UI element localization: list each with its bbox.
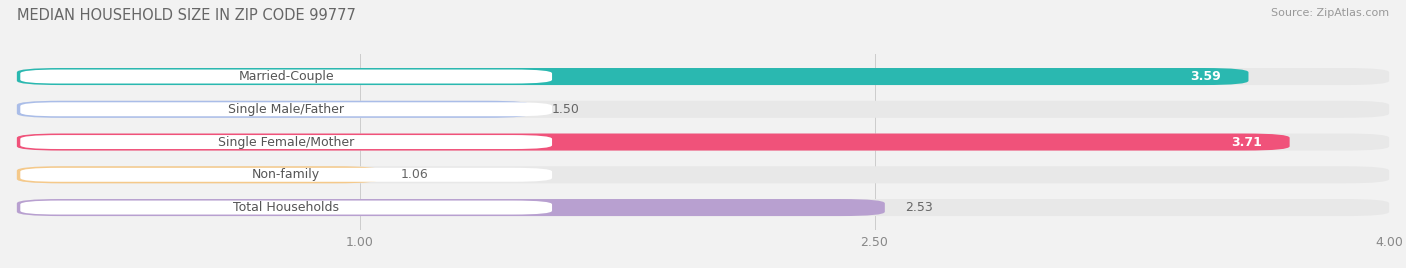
FancyBboxPatch shape xyxy=(20,135,553,149)
Text: MEDIAN HOUSEHOLD SIZE IN ZIP CODE 99777: MEDIAN HOUSEHOLD SIZE IN ZIP CODE 99777 xyxy=(17,8,356,23)
FancyBboxPatch shape xyxy=(17,101,531,118)
FancyBboxPatch shape xyxy=(20,102,553,116)
FancyBboxPatch shape xyxy=(17,166,381,183)
Text: 3.71: 3.71 xyxy=(1232,136,1263,148)
FancyBboxPatch shape xyxy=(17,166,1389,183)
FancyBboxPatch shape xyxy=(20,200,553,215)
FancyBboxPatch shape xyxy=(17,68,1249,85)
FancyBboxPatch shape xyxy=(20,168,553,182)
Text: Source: ZipAtlas.com: Source: ZipAtlas.com xyxy=(1271,8,1389,18)
Text: 1.50: 1.50 xyxy=(553,103,579,116)
Text: 1.06: 1.06 xyxy=(401,168,429,181)
Text: 2.53: 2.53 xyxy=(905,201,934,214)
Text: Single Female/Mother: Single Female/Mother xyxy=(218,136,354,148)
Text: Married-Couple: Married-Couple xyxy=(239,70,335,83)
FancyBboxPatch shape xyxy=(17,199,884,216)
Text: Total Households: Total Households xyxy=(233,201,339,214)
FancyBboxPatch shape xyxy=(17,199,1389,216)
FancyBboxPatch shape xyxy=(17,101,1389,118)
FancyBboxPatch shape xyxy=(17,68,1389,85)
Text: 3.59: 3.59 xyxy=(1191,70,1220,83)
FancyBboxPatch shape xyxy=(17,133,1289,151)
Text: Single Male/Father: Single Male/Father xyxy=(228,103,344,116)
FancyBboxPatch shape xyxy=(20,69,553,84)
FancyBboxPatch shape xyxy=(17,133,1389,151)
Text: Non-family: Non-family xyxy=(252,168,321,181)
